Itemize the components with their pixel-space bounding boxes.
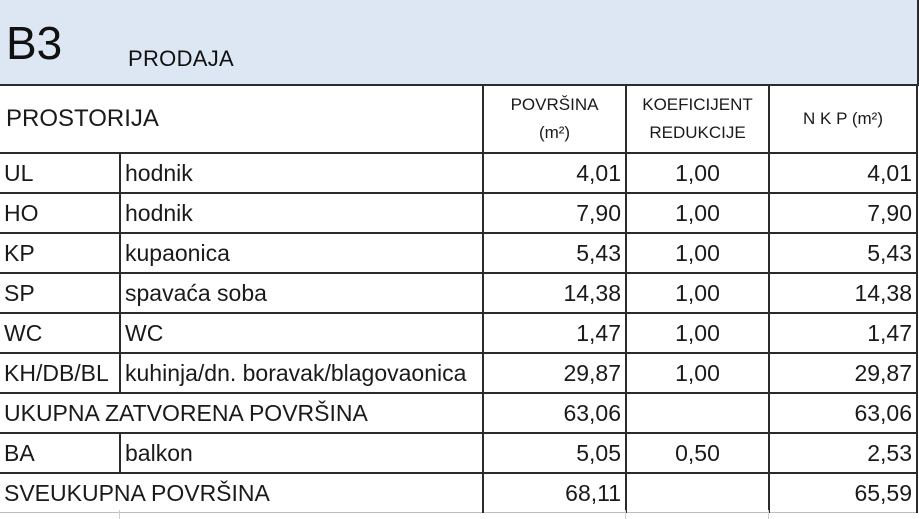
balcony-coefficient: 0,50	[626, 433, 771, 474]
room-code: WC	[0, 313, 121, 354]
room-name: kupaonica	[120, 233, 485, 274]
table-row: UL hodnik 4,01 1,00 4,01	[0, 153, 919, 194]
area-header-line1: POVRŠINA	[510, 95, 599, 114]
grand-total-coefficient	[626, 473, 771, 513]
sale-status: PRODAJA	[128, 46, 235, 71]
closed-total-label: UKUPNA ZATVORENA POVRŠINA	[0, 393, 485, 434]
room-code: KP	[0, 233, 121, 274]
table-row: WC WC 1,47 1,00 1,47	[0, 313, 919, 354]
room-coefficient: 1,00	[626, 273, 771, 314]
room-nkp: 5,43	[769, 233, 919, 274]
room-area: 4,01	[483, 153, 628, 194]
grid-line	[0, 510, 626, 519]
closed-total-row: UKUPNA ZATVORENA POVRŠINA 63,06 63,06	[0, 393, 919, 434]
balcony-code: BA	[0, 433, 121, 474]
balcony-area: 5,05	[483, 433, 628, 474]
room-coefficient: 1,00	[626, 193, 771, 234]
unit-code: B3	[6, 17, 63, 69]
room-code: UL	[0, 153, 121, 194]
room-column-header: PROSTORIJA	[0, 86, 485, 154]
balcony-nkp: 2,53	[769, 433, 919, 474]
closed-total-coefficient	[626, 393, 771, 434]
table-row: KP kupaonica 5,43 1,00 5,43	[0, 233, 919, 274]
room-area: 1,47	[483, 313, 628, 354]
grid-line	[0, 510, 120, 519]
room-name: hodnik	[120, 153, 485, 194]
coef-header-line2: REDUKCIJE	[649, 123, 746, 142]
room-nkp: 29,87	[769, 353, 919, 394]
unit-header: B3 PRODAJA	[0, 0, 919, 86]
balcony-name: balkon	[120, 433, 485, 474]
room-nkp: 4,01	[769, 153, 919, 194]
room-nkp: 1,47	[769, 313, 919, 354]
room-area: 7,90	[483, 193, 628, 234]
room-coefficient: 1,00	[626, 313, 771, 354]
table-header-row: PROSTORIJA POVRŠINA (m²) KOEFICIJENT RED…	[0, 86, 919, 154]
area-column-header: POVRŠINA (m²)	[483, 86, 628, 154]
room-name: kuhinja/dn. boravak/blagovaonica	[120, 353, 485, 394]
room-nkp: 7,90	[769, 193, 919, 234]
table-bottom-edge	[0, 510, 917, 519]
coef-header-line1: KOEFICIJENT	[642, 95, 753, 114]
room-code: SP	[0, 273, 121, 314]
closed-total-area: 63,06	[483, 393, 628, 434]
table-row: SP spavaća soba 14,38 1,00 14,38	[0, 273, 919, 314]
room-coefficient: 1,00	[626, 233, 771, 274]
coefficient-column-header: KOEFICIJENT REDUKCIJE	[626, 86, 771, 154]
balcony-row: BA balkon 5,05 0,50 2,53	[0, 433, 919, 474]
room-name: spavaća soba	[120, 273, 485, 314]
room-area: 14,38	[483, 273, 628, 314]
area-table: PROSTORIJA POVRŠINA (m²) KOEFICIJENT RED…	[0, 86, 919, 513]
grid-line	[0, 510, 769, 519]
room-code: HO	[0, 193, 121, 234]
room-name: hodnik	[120, 193, 485, 234]
room-nkp: 14,38	[769, 273, 919, 314]
room-coefficient: 1,00	[626, 153, 771, 194]
closed-total-nkp: 63,06	[769, 393, 919, 434]
room-code: KH/DB/BL	[0, 353, 121, 394]
room-name: WC	[120, 313, 485, 354]
table-row: HO hodnik 7,90 1,00 7,90	[0, 193, 919, 234]
grand-total-area: 68,11	[483, 473, 628, 513]
grand-total-label: SVEUKUPNA POVRŠINA	[0, 473, 485, 513]
nkp-column-header: N K P (m²)	[769, 86, 919, 154]
room-coefficient: 1,00	[626, 353, 771, 394]
grand-total-row: SVEUKUPNA POVRŠINA 68,11 65,59	[0, 473, 919, 513]
area-header-line2: (m²)	[538, 123, 571, 142]
room-area: 29,87	[483, 353, 628, 394]
table-row: KH/DB/BL kuhinja/dn. boravak/blagovaonic…	[0, 353, 919, 394]
room-area: 5,43	[483, 233, 628, 274]
grand-total-nkp: 65,59	[769, 473, 919, 513]
